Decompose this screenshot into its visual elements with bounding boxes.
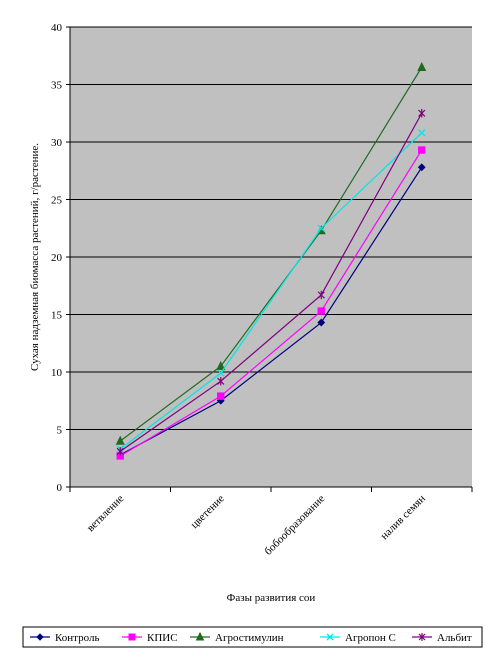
- legend-label: Альбит: [437, 632, 472, 644]
- series-line: [119, 166, 423, 456]
- x-axis-title: Фазы развития сои: [227, 592, 316, 604]
- data-point: [317, 307, 325, 315]
- series-5: [116, 109, 426, 456]
- x-tick-label: налив семян: [378, 493, 428, 543]
- legend: Контроль КПИС Агростимулин Агропон С Альбит: [30, 631, 472, 644]
- data-point: [115, 435, 125, 445]
- data-point: [317, 290, 325, 300]
- data-point: [216, 360, 226, 370]
- legend-marker: [418, 633, 426, 641]
- y-tick-label: 40: [51, 22, 63, 34]
- y-axis-ticks: 0 5 10 15 20 25 30 35 40: [51, 22, 70, 494]
- series-4: [116, 129, 426, 453]
- series-group: [115, 61, 427, 460]
- x-axis-ticks: ветвление цветение бобообразование налив се…: [69, 487, 473, 558]
- series-line: [119, 132, 423, 450]
- legend-item: Альбит: [412, 632, 472, 644]
- data-point: [217, 369, 225, 377]
- x-tick-label: бобообразование: [262, 493, 327, 558]
- series-line: [119, 112, 423, 452]
- y-tick-label: 35: [51, 80, 63, 92]
- legend-label: Агростимулин: [215, 632, 284, 644]
- legend-item: Агропон С: [320, 632, 396, 644]
- legend-marker: [128, 633, 136, 641]
- legend-item: Агростимулин: [190, 631, 284, 644]
- legend-item: КПИС: [122, 632, 178, 644]
- y-axis-title: Сухая надземная биомасса растений, г/рас…: [29, 143, 41, 371]
- y-tick-label: 5: [57, 425, 63, 437]
- y-tick-label: 0: [57, 482, 63, 494]
- y-tick-label: 15: [51, 310, 63, 322]
- gridlines: [70, 26, 472, 430]
- x-tick-label: ветвление: [85, 493, 127, 535]
- data-point: [217, 377, 225, 386]
- data-point: [217, 392, 225, 400]
- data-point: [418, 129, 426, 137]
- legend-marker: [36, 633, 44, 641]
- data-point: [317, 318, 326, 327]
- legend-marker: [195, 631, 205, 641]
- y-tick-label: 25: [51, 195, 63, 207]
- legend-item: Контроль: [30, 632, 99, 644]
- x-tick-label: цветение: [189, 493, 227, 531]
- series-2: [116, 146, 426, 460]
- legend-label: Контроль: [55, 632, 99, 644]
- data-point: [116, 447, 124, 456]
- data-point: [418, 146, 426, 154]
- y-tick-label: 20: [51, 252, 63, 264]
- data-point: [417, 163, 426, 172]
- data-point: [417, 61, 427, 71]
- legend-label: Агропон С: [345, 632, 396, 644]
- legend-marker: [326, 633, 334, 641]
- legend-box: [22, 626, 483, 648]
- series-line: [119, 149, 423, 457]
- data-point: [317, 224, 325, 232]
- y-tick-label: 10: [51, 367, 63, 379]
- y-tick-label: 30: [51, 137, 63, 149]
- data-point: [418, 109, 426, 118]
- legend-label: КПИС: [147, 632, 178, 644]
- series-3: [115, 61, 427, 445]
- series-line: [119, 66, 423, 442]
